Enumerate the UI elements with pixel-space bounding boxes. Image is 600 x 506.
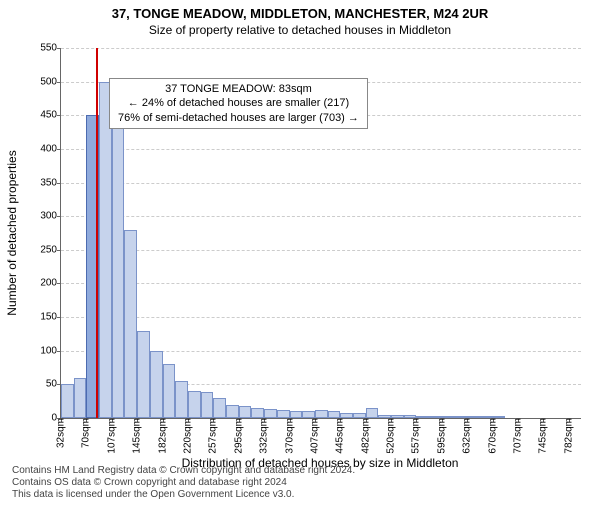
x-tick-label: 370sqm <box>284 418 295 454</box>
bar <box>163 364 176 418</box>
bar <box>226 405 239 418</box>
bar <box>150 351 163 418</box>
bar <box>416 416 429 418</box>
x-tick-label: 482sqm <box>360 418 371 454</box>
footer-line: This data is licensed under the Open Gov… <box>12 489 355 501</box>
bar <box>429 416 442 418</box>
bar <box>188 391 201 418</box>
plot-area: 05010015020025030035040045050055032sqm70… <box>60 48 581 419</box>
x-tick-label: 107sqm <box>106 418 117 454</box>
grid-line <box>61 250 581 251</box>
title-sub: Size of property relative to detached ho… <box>0 23 600 37</box>
x-tick-label: 332sqm <box>259 418 270 454</box>
bar <box>99 82 112 418</box>
y-tick-label: 250 <box>31 244 57 255</box>
bar <box>328 411 341 418</box>
y-tick-mark <box>57 82 61 83</box>
info-box-line: ← 24% of detached houses are smaller (21… <box>118 96 359 110</box>
x-tick-label: 557sqm <box>411 418 422 454</box>
y-tick-label: 100 <box>31 345 57 356</box>
x-tick-label: 707sqm <box>513 418 524 454</box>
bar <box>442 416 455 418</box>
bar <box>112 109 125 418</box>
title-main: 37, TONGE MEADOW, MIDDLETON, MANCHESTER,… <box>0 6 600 21</box>
y-tick-mark <box>57 115 61 116</box>
y-tick-label: 50 <box>31 379 57 390</box>
footer-attribution: Contains HM Land Registry data © Crown c… <box>12 465 355 501</box>
x-tick-label: 220sqm <box>182 418 193 454</box>
bar <box>251 408 264 418</box>
bar <box>175 381 188 418</box>
x-tick-label: 407sqm <box>309 418 320 454</box>
grid-line <box>61 48 581 49</box>
x-tick-label: 70sqm <box>81 418 92 448</box>
chart-area: 05010015020025030035040045050055032sqm70… <box>60 48 580 418</box>
y-tick-label: 0 <box>31 413 57 424</box>
bar <box>277 410 290 418</box>
bar <box>61 384 74 418</box>
bar <box>213 398 226 418</box>
bar <box>467 416 480 418</box>
y-tick-label: 350 <box>31 177 57 188</box>
y-tick-label: 300 <box>31 211 57 222</box>
y-axis-label: Number of detached properties <box>5 150 19 315</box>
grid-line <box>61 149 581 150</box>
grid-line <box>61 183 581 184</box>
x-tick-label: 145sqm <box>132 418 143 454</box>
bar <box>404 415 417 418</box>
bar <box>315 410 328 418</box>
x-tick-label: 445sqm <box>335 418 346 454</box>
info-box-line: 76% of semi-detached houses are larger (… <box>118 111 359 125</box>
y-tick-mark <box>57 216 61 217</box>
y-tick-label: 400 <box>31 143 57 154</box>
y-tick-mark <box>57 283 61 284</box>
y-tick-mark <box>57 48 61 49</box>
footer-line: Contains HM Land Registry data © Crown c… <box>12 465 355 477</box>
bar <box>391 415 404 418</box>
bar <box>340 413 353 418</box>
bar <box>378 415 391 418</box>
y-tick-mark <box>57 317 61 318</box>
bar <box>493 416 506 418</box>
bar <box>264 409 277 418</box>
reference-line <box>96 48 98 418</box>
x-tick-label: 745sqm <box>538 418 549 454</box>
grid-line <box>61 216 581 217</box>
bar <box>353 413 366 418</box>
y-tick-label: 550 <box>31 43 57 54</box>
x-tick-label: 257sqm <box>208 418 219 454</box>
x-tick-label: 32sqm <box>56 418 67 448</box>
y-tick-label: 200 <box>31 278 57 289</box>
bar <box>239 406 252 418</box>
x-tick-label: 632sqm <box>462 418 473 454</box>
x-tick-label: 295sqm <box>233 418 244 454</box>
x-tick-label: 520sqm <box>386 418 397 454</box>
bar <box>455 416 468 418</box>
bar <box>201 392 214 418</box>
x-tick-label: 782sqm <box>563 418 574 454</box>
info-box-line: 37 TONGE MEADOW: 83sqm <box>118 82 359 96</box>
y-tick-mark <box>57 250 61 251</box>
y-tick-mark <box>57 149 61 150</box>
y-tick-mark <box>57 351 61 352</box>
bar <box>290 411 303 418</box>
y-tick-label: 150 <box>31 312 57 323</box>
grid-line <box>61 317 581 318</box>
x-tick-label: 595sqm <box>436 418 447 454</box>
y-tick-label: 450 <box>31 110 57 121</box>
y-tick-mark <box>57 183 61 184</box>
grid-line <box>61 283 581 284</box>
y-tick-label: 500 <box>31 76 57 87</box>
bar <box>124 230 137 418</box>
x-tick-label: 182sqm <box>157 418 168 454</box>
footer-line: Contains OS data © Crown copyright and d… <box>12 477 355 489</box>
bar <box>137 331 150 418</box>
bar <box>366 408 379 418</box>
x-tick-label: 670sqm <box>487 418 498 454</box>
bar <box>302 411 315 418</box>
bar <box>74 378 87 418</box>
bar <box>480 416 493 418</box>
info-box: 37 TONGE MEADOW: 83sqm← 24% of detached … <box>109 78 368 129</box>
